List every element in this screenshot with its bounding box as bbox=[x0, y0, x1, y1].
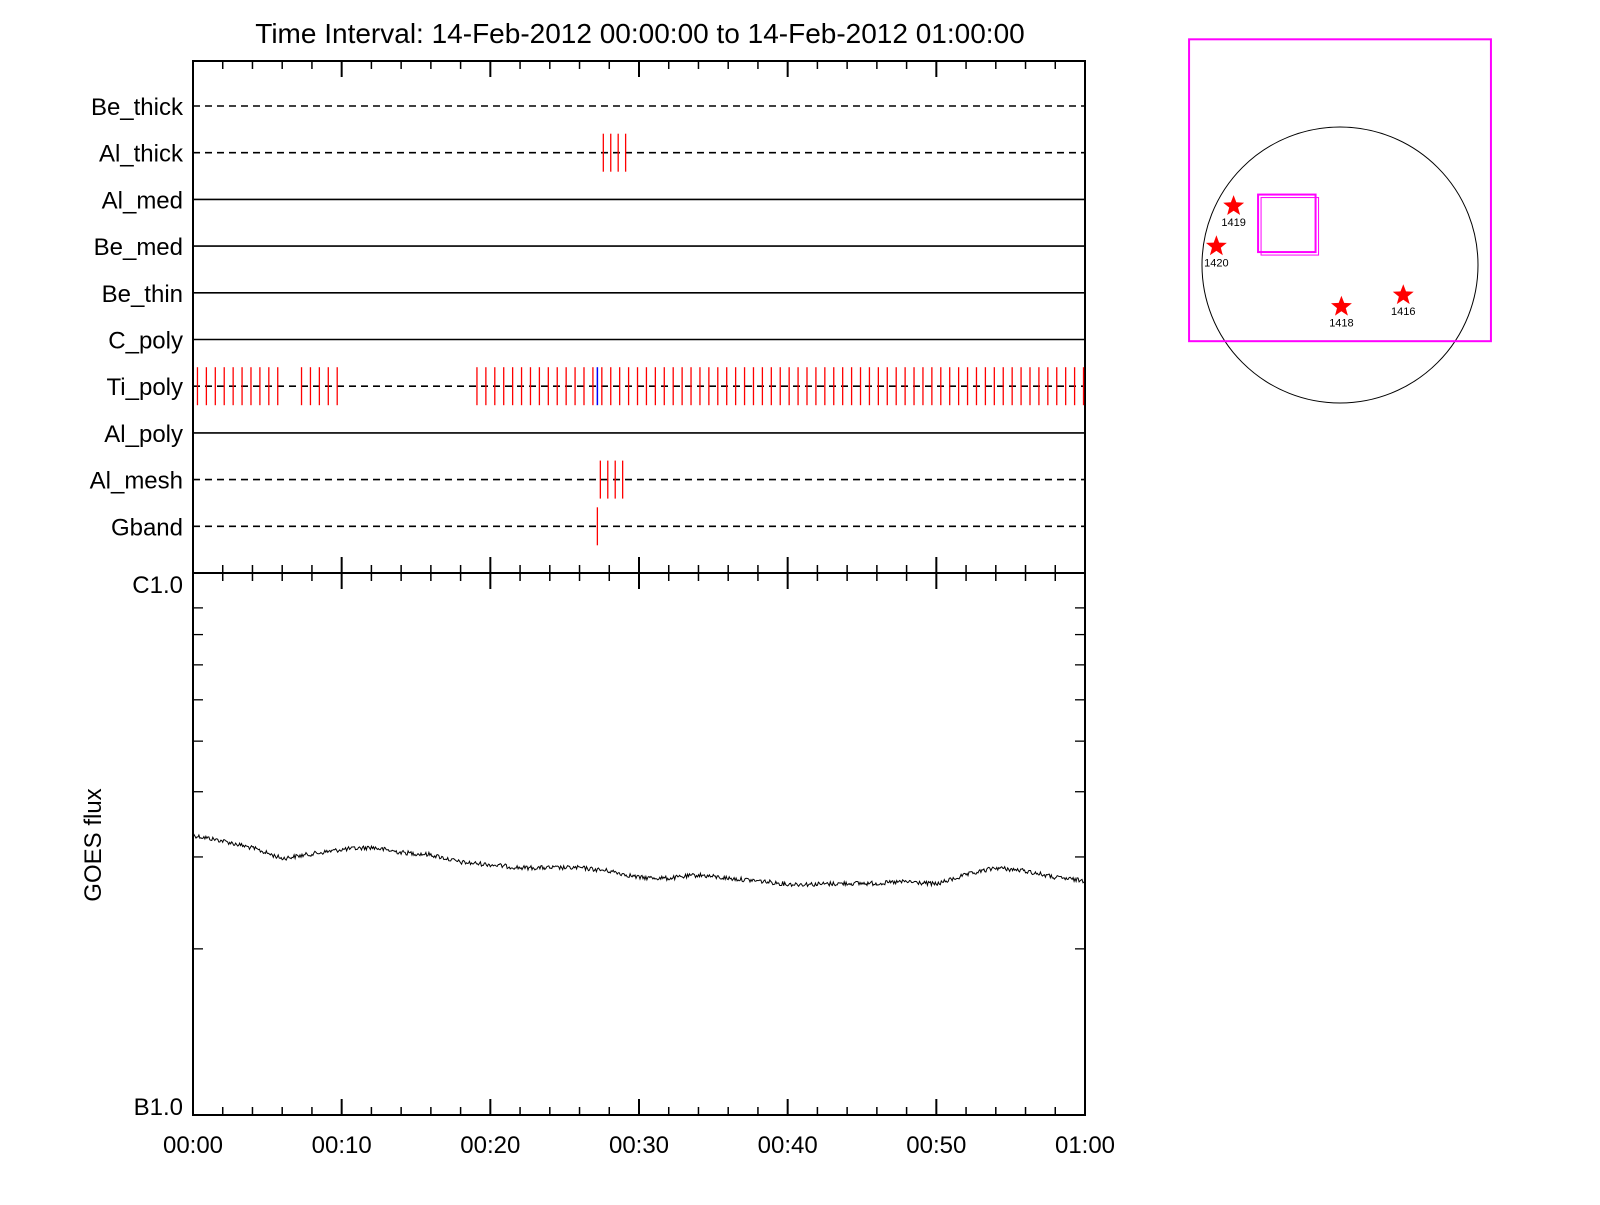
chart-title: Time Interval: 14-Feb-2012 00:00:00 to 1… bbox=[255, 18, 1024, 49]
event-timeline-panel: Be_thick Al_thick Al_med Be_med Be_thin C_pol… bbox=[90, 60, 1086, 574]
active-region-label: 1416 bbox=[1391, 306, 1415, 318]
x-tick-label: 00:30 bbox=[609, 1132, 669, 1159]
goes-flux-line bbox=[192, 833, 1086, 888]
solar-disk-map: 1419 1420 1418 1416 bbox=[1188, 38, 1492, 404]
active-region-star bbox=[1331, 295, 1352, 316]
channel-label-be-thin: Be_thin bbox=[102, 281, 183, 308]
channel-label-be-thick: Be_thick bbox=[91, 94, 184, 121]
active-region-star bbox=[1205, 235, 1227, 256]
x-tick-label: 00:40 bbox=[758, 1132, 818, 1159]
y-tick-label-c1: C1.0 bbox=[132, 572, 183, 599]
fov-box bbox=[1257, 193, 1317, 254]
fov-box-offset bbox=[1260, 197, 1320, 256]
y-axis-label: GOES flux bbox=[80, 788, 107, 901]
x-tick-label: 00:50 bbox=[906, 1132, 966, 1159]
goes-frame bbox=[192, 572, 1086, 1116]
channel-label-gband: Gband bbox=[111, 514, 183, 541]
active-region-star bbox=[1392, 284, 1414, 305]
active-region-label: 1420 bbox=[1204, 257, 1228, 269]
solar-limb bbox=[1201, 126, 1479, 404]
channel-label-be-med: Be_med bbox=[94, 234, 183, 261]
channel-label-ti-poly: Ti_poly bbox=[107, 374, 183, 401]
active-region-label: 1419 bbox=[1221, 217, 1245, 229]
channel-label-c-poly: C_poly bbox=[108, 328, 183, 355]
channel-label-al-thick: Al_thick bbox=[99, 141, 184, 168]
x-tick-label: 01:00 bbox=[1055, 1132, 1115, 1159]
channel-label-al-med: Al_med bbox=[102, 187, 183, 214]
timeline-frame bbox=[192, 60, 1086, 574]
channel-label-al-mesh: Al_mesh bbox=[90, 468, 183, 495]
active-region-label: 1418 bbox=[1329, 318, 1353, 330]
channel-label-al-poly: Al_poly bbox=[104, 421, 183, 448]
x-tick-label: 00:20 bbox=[460, 1132, 520, 1159]
y-tick-label-b1: B1.0 bbox=[134, 1094, 183, 1121]
x-tick-label: 00:00 bbox=[163, 1132, 223, 1159]
x-tick-label: 00:10 bbox=[312, 1132, 372, 1159]
goes-flux-panel: C1.0 B1.0 GOES flux 00:00 00:10 00:20 00:30 00:… bbox=[80, 572, 1115, 1159]
fov-box bbox=[1188, 38, 1492, 343]
active-region-star bbox=[1223, 195, 1245, 215]
